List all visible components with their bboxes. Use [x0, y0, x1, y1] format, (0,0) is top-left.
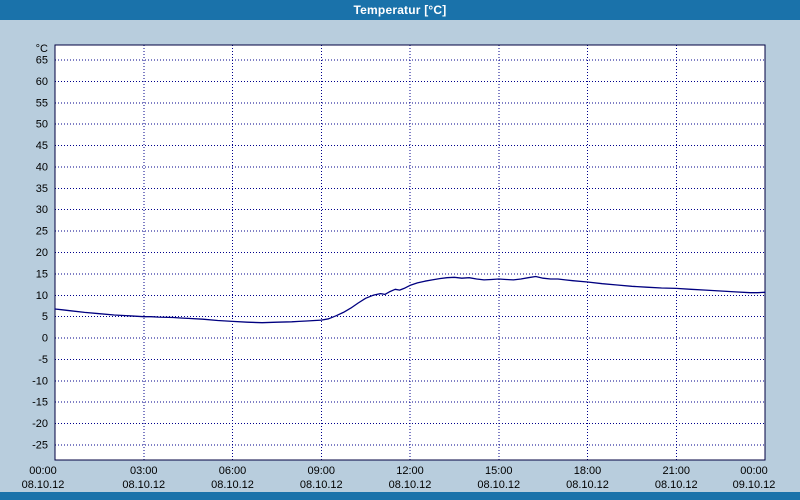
x-tick-date-label: 08.10.12: [122, 479, 165, 491]
y-tick-label: 60: [36, 76, 48, 88]
y-tick-label: 25: [36, 226, 48, 238]
y-tick-label: 15: [36, 268, 48, 280]
x-tick-date-label: 08.10.12: [300, 479, 343, 491]
y-tick-label: 0: [42, 333, 48, 345]
x-tick-time-label: 09:00: [307, 465, 335, 477]
x-tick-date-label: 08.10.12: [211, 479, 254, 491]
y-tick-label: -20: [32, 418, 48, 430]
y-tick-label: 50: [36, 119, 48, 131]
x-tick-date-label: 08.10.12: [477, 479, 520, 491]
temperature-series-line: [54, 275, 766, 324]
x-tick-date-label: 08.10.12: [22, 479, 65, 491]
x-tick-time-label: 00:00: [740, 465, 768, 477]
y-tick-label: -15: [32, 397, 48, 409]
y-tick-label: -5: [38, 354, 48, 366]
x-tick-date-label: 08.10.12: [566, 479, 609, 491]
y-tick-label: 45: [36, 140, 48, 152]
y-tick-label: 35: [36, 183, 48, 195]
chart-area: °C 65 60 55 50 45 40 35 30 25 20 15 10 5 0 -5 -10 -15 -20-…: [0, 20, 800, 492]
x-tick-time-label: 12:00: [396, 465, 424, 477]
x-tick-time-label: 00:00: [29, 465, 57, 477]
y-tick-label: -10: [32, 375, 48, 387]
y-tick-label: 20: [36, 247, 48, 259]
x-tick-date-label: 09.10.12: [733, 479, 776, 491]
x-tick-date-label: 08.10.12: [389, 479, 432, 491]
y-tick-label: 40: [36, 161, 48, 173]
x-tick-time-label: 03:00: [130, 465, 158, 477]
y-tick-label: 30: [36, 204, 48, 216]
y-tick-label: 10: [36, 290, 48, 302]
window-title: Temperatur [°C]: [353, 3, 447, 17]
y-tick-label: 65: [36, 54, 48, 66]
plot-border: [54, 44, 766, 461]
x-tick-time-label: 21:00: [662, 465, 690, 477]
x-tick-date-label: 08.10.12: [655, 479, 698, 491]
y-tick-label: -25: [32, 440, 48, 452]
window-titlebar: Temperatur [°C]: [0, 0, 800, 20]
temperature-chart: °C65605550454035302520151050-5-10-15-20-…: [22, 43, 776, 491]
y-axis-unit-label: °C: [36, 43, 48, 55]
x-tick-time-label: 06:00: [219, 465, 247, 477]
y-tick-label: 5: [42, 311, 48, 323]
x-tick-time-label: 15:00: [485, 465, 513, 477]
y-tick-label: 55: [36, 97, 48, 109]
x-tick-time-label: 18:00: [574, 465, 602, 477]
window-bottom-edge: [0, 492, 800, 500]
